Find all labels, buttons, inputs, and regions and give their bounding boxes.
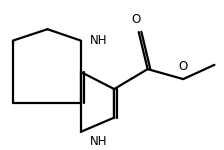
Text: O: O — [179, 60, 188, 73]
Text: NH: NH — [90, 34, 107, 47]
Text: O: O — [132, 13, 141, 26]
Text: NH: NH — [90, 135, 107, 148]
